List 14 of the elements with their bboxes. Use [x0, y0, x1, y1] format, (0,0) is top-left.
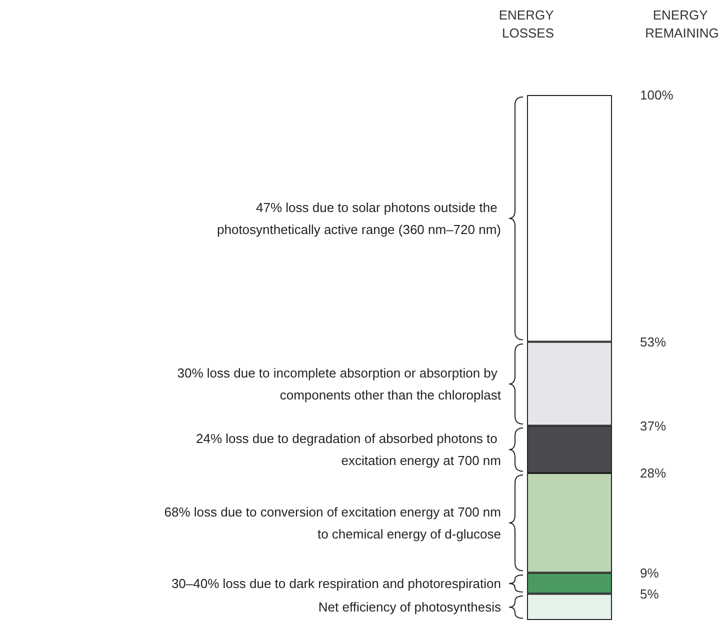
y-tick-label: 37% — [640, 418, 666, 434]
text: ENERGY LOSSES — [498, 8, 558, 40]
y-tick-label: 9% — [640, 565, 660, 580]
y-tick-label: 100% — [640, 88, 674, 102]
text: 24% loss due to degradation of absorbed photons to excitation energy at 700 nm — [196, 430, 501, 468]
text: 68% loss due to conversion of excitation energy at 700 nm to chemical energy of d-glucose — [164, 504, 501, 542]
text: ENERGY REMAINING — [645, 8, 719, 40]
y-tick-label: 53% — [640, 334, 666, 350]
text: 30% loss due to incomplete absorption or absorption by components other than the chloroplast — [177, 365, 502, 402]
text: 47% loss due to solar photons outside the photosynthetically active range (360 nm–720 nm) — [217, 200, 501, 237]
y-tick-label: 28% — [640, 466, 666, 480]
legend-label: Net efficiency of photosynthesis — [318, 599, 502, 614]
legend-label: 30–40% loss due to dark respiration and photorespiration — [171, 576, 501, 591]
y-tick-label: 5% — [640, 586, 660, 602]
